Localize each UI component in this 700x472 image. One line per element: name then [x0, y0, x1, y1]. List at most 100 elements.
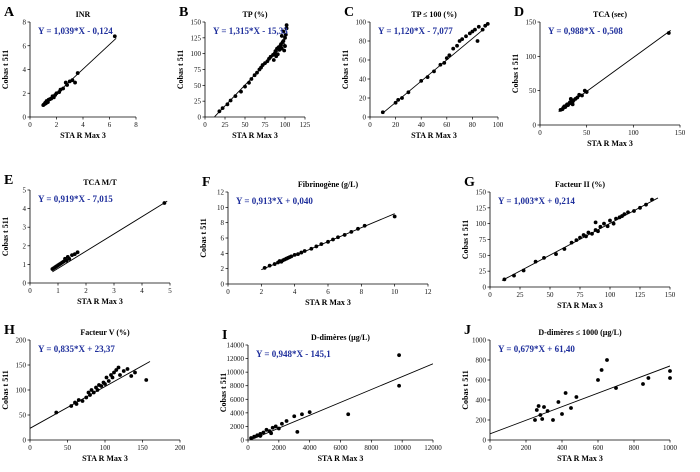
data-point	[228, 98, 233, 103]
data-point	[646, 376, 651, 380]
data-point	[255, 433, 260, 438]
x-tick-label: 0	[28, 287, 32, 295]
data-point	[540, 417, 545, 421]
x-tick-label: 4	[81, 121, 85, 129]
data-point	[326, 239, 330, 244]
data-point	[562, 247, 567, 251]
data-point	[70, 78, 75, 83]
y-tick-label: 100	[476, 220, 487, 228]
regression-equation: Y = 0,919*X - 7,015	[38, 194, 113, 204]
x-tick-label: 8000	[364, 444, 379, 452]
y-tick-label: 25	[194, 98, 202, 106]
x-tick-label: 5	[168, 287, 172, 295]
panel-title: TP ≤ 100 (%)	[411, 10, 457, 19]
y-axis-label: Cobas t 511	[199, 218, 208, 258]
x-tick-label: 100	[605, 291, 616, 299]
data-point	[551, 418, 555, 422]
data-point	[225, 102, 230, 107]
data-point	[599, 368, 604, 372]
data-point	[162, 201, 167, 205]
data-point	[575, 95, 580, 100]
x-tick-label: 0	[203, 121, 207, 129]
panel-title: Facteur V (%)	[80, 328, 130, 337]
data-point	[563, 391, 568, 395]
x-tick-label: 125	[300, 121, 311, 129]
data-point	[252, 434, 257, 439]
x-tick-label: 6000	[334, 444, 349, 452]
data-point	[406, 90, 411, 95]
data-point	[252, 73, 257, 78]
data-point	[521, 268, 526, 273]
y-axis-label: Cobas t 511	[341, 50, 350, 90]
data-point	[264, 427, 269, 432]
data-point	[626, 210, 630, 215]
data-point	[650, 197, 654, 202]
data-point	[73, 80, 77, 85]
data-point	[267, 263, 272, 268]
panel-f: 0 2 4 6 8 10 12 0 2 4 6 8 10 12 F Fibrinogène (g/L) Y = …	[199, 175, 432, 307]
x-tick-label: 50	[64, 444, 72, 452]
data-point	[574, 238, 579, 243]
y-axis-label: Cobas t 511	[176, 50, 185, 90]
x-tick-label: 12000	[424, 444, 442, 452]
data-point	[292, 414, 297, 419]
data-point	[346, 412, 351, 417]
data-point	[283, 32, 288, 37]
data-point	[668, 376, 672, 380]
data-point	[269, 431, 274, 436]
panel-letter: I	[222, 328, 227, 343]
panel-e: 0 1 2 3 4 5 0 1 2 3 4 5 E TCA M/T Y = 0,919*X - 7,015 S…	[1, 173, 172, 306]
data-point	[356, 226, 360, 231]
data-point	[80, 399, 85, 403]
x-tick-label: 0	[226, 288, 230, 296]
data-point	[400, 96, 404, 100]
data-point	[99, 384, 104, 388]
x-tick-label: 75	[577, 291, 585, 299]
panel-title: TP (%)	[242, 10, 267, 19]
data-point	[69, 404, 74, 408]
y-tick-label: 125	[191, 34, 202, 42]
y-tick-label: 100	[356, 19, 367, 27]
data-point	[121, 369, 126, 373]
data-point	[596, 378, 600, 382]
regression-equation: Y = 1,315*X - 15,33	[213, 26, 288, 36]
data-point	[455, 43, 459, 48]
x-tick-label: 400	[557, 444, 568, 452]
data-point	[542, 405, 546, 409]
y-tick-label: 8	[23, 19, 27, 27]
data-point	[307, 410, 312, 415]
y-tick-label: 2	[221, 265, 225, 273]
panel-letter: C	[344, 5, 354, 20]
x-tick-label: 0	[488, 291, 492, 299]
data-point	[568, 97, 573, 101]
x-axis-label: STA R Max 3	[77, 297, 123, 306]
data-point	[336, 235, 340, 240]
x-tick-label: 150	[137, 444, 148, 452]
y-tick-label: 2	[23, 90, 27, 98]
x-tick-label: 0	[28, 444, 32, 452]
x-axis-label: STA R Max 3	[60, 131, 106, 140]
data-point	[217, 109, 222, 114]
x-tick-label: 100	[100, 444, 111, 452]
y-tick-label: 200	[16, 337, 27, 345]
y-tick-label: 8000	[230, 382, 245, 390]
y-tick-label: 0	[23, 280, 27, 288]
y-tick-label: 125	[476, 204, 487, 212]
x-tick-label: 50	[547, 291, 555, 299]
data-point	[397, 353, 401, 358]
x-tick-label: 40	[418, 121, 426, 129]
y-tick-label: 0	[483, 284, 487, 292]
x-tick-label: 8	[360, 288, 364, 296]
data-point	[596, 229, 600, 234]
y-tick-label: 200	[476, 417, 487, 425]
data-point	[473, 27, 477, 32]
panel-letter: D	[514, 5, 524, 20]
data-point	[396, 98, 401, 102]
data-point	[534, 408, 539, 412]
data-point	[116, 365, 121, 370]
panel-letter: B	[179, 5, 188, 20]
data-point	[89, 388, 94, 392]
data-point	[608, 218, 612, 223]
data-point	[125, 367, 130, 371]
data-point	[271, 58, 276, 62]
